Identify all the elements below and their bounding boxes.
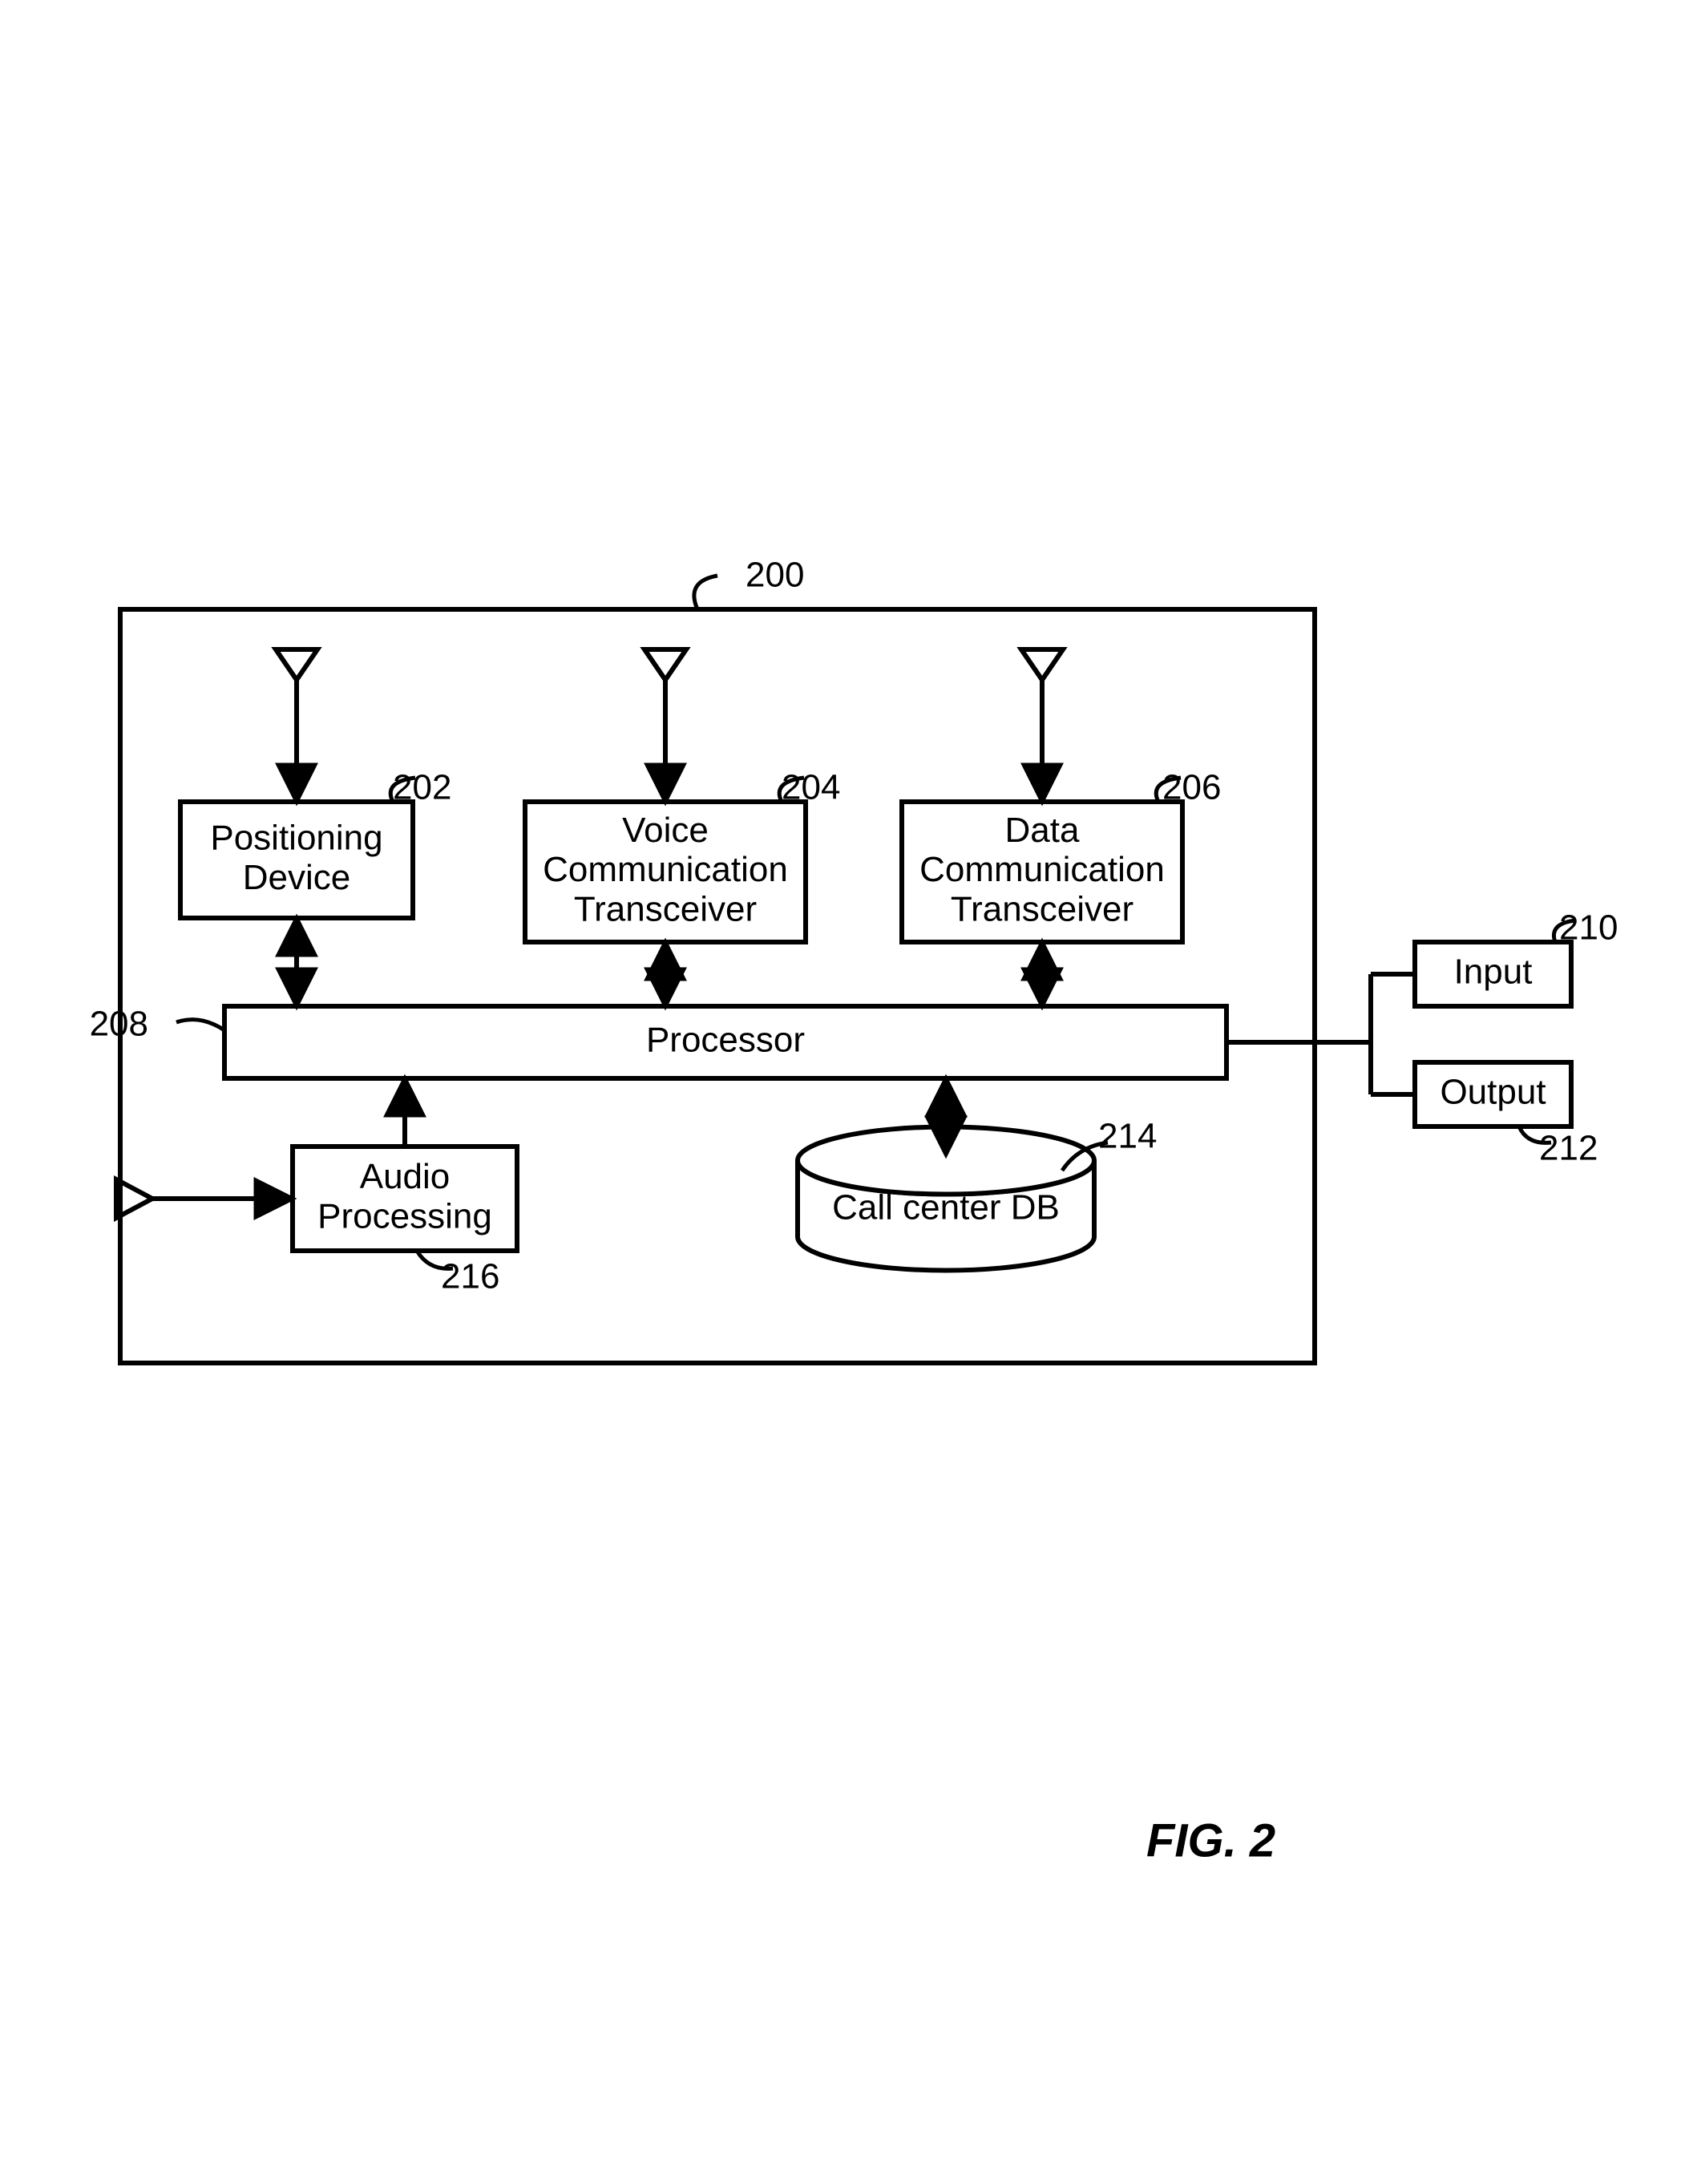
ref-leader (694, 576, 717, 609)
svg-text:Call center DB: Call center DB (832, 1188, 1060, 1227)
svg-text:Data: Data (1005, 811, 1080, 850)
svg-text:Processing: Processing (317, 1196, 492, 1236)
svg-text:Communication: Communication (543, 850, 788, 889)
svg-text:Output: Output (1440, 1073, 1546, 1112)
svg-text:200: 200 (746, 556, 804, 595)
svg-text:Device: Device (243, 858, 351, 897)
svg-text:Positioning: Positioning (210, 818, 382, 857)
svg-text:204: 204 (782, 768, 840, 807)
svg-text:214: 214 (1098, 1117, 1157, 1156)
svg-text:216: 216 (441, 1257, 499, 1296)
svg-text:FIG. 2: FIG. 2 (1146, 1814, 1275, 1867)
svg-text:Processor: Processor (646, 1021, 805, 1060)
svg-text:212: 212 (1539, 1129, 1598, 1168)
svg-text:Transceiver: Transceiver (951, 889, 1133, 928)
svg-text:206: 206 (1162, 768, 1221, 807)
block-diagram: PositioningDeviceVoiceCommunicationTrans… (0, 0, 1681, 2184)
svg-text:210: 210 (1559, 908, 1618, 948)
svg-text:Transceiver: Transceiver (574, 889, 757, 928)
svg-text:202: 202 (393, 768, 451, 807)
svg-text:Communication: Communication (919, 850, 1165, 889)
svg-text:Voice: Voice (622, 811, 709, 850)
svg-text:Audio: Audio (360, 1157, 451, 1196)
svg-text:Input: Input (1454, 952, 1533, 992)
svg-text:208: 208 (90, 1005, 148, 1044)
